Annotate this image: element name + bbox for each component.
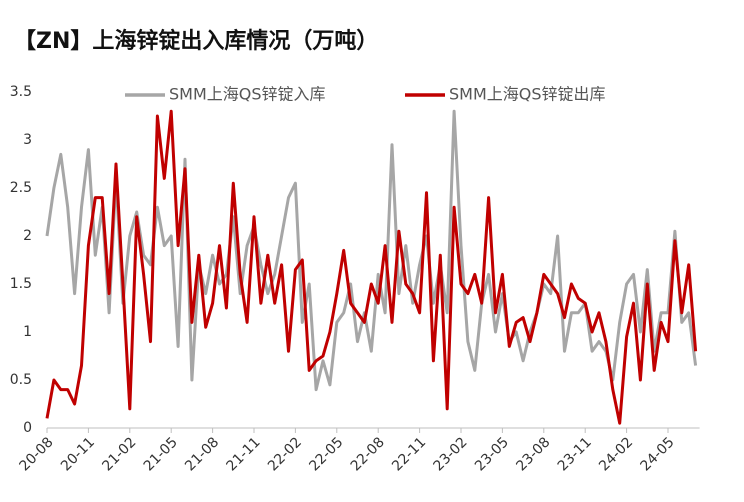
y-tick-label: 1.5: [10, 276, 32, 292]
series-line: [45, 109, 698, 425]
x-tick-label: 22-11: [389, 434, 429, 474]
y-tick-label: 2.5: [10, 180, 32, 196]
x-tick-label: 22-02: [265, 434, 305, 474]
x-tick-label: 23-08: [513, 434, 553, 474]
y-tick-label: 0.5: [10, 372, 32, 388]
x-tick-label: 21-11: [224, 434, 264, 474]
x-tick-label: 23-05: [472, 434, 512, 474]
y-tick-label: 1: [23, 324, 32, 340]
y-tick-label: 0: [23, 420, 32, 436]
x-tick-label: 24-05: [638, 434, 678, 474]
x-tick-label: 23-02: [431, 434, 471, 474]
x-tick-label: 21-05: [141, 434, 181, 474]
x-tick-label: 21-08: [182, 434, 222, 474]
x-tick-label: 22-05: [306, 434, 346, 474]
legend-label: SMM上海QS锌锭入库: [169, 85, 326, 104]
x-tick-label: 21-02: [99, 434, 139, 474]
x-tick-label: 23-11: [555, 434, 595, 474]
legend-label: SMM上海QS锌锭出库: [449, 85, 606, 104]
y-tick-label: 3: [23, 132, 32, 148]
y-tick-label: 3.5: [10, 84, 32, 100]
x-tick-label: 24-02: [596, 434, 636, 474]
x-tick-label: 20-11: [58, 434, 98, 474]
x-tick-label: 20-08: [17, 434, 57, 474]
series-line: [45, 109, 698, 392]
y-tick-label: 2: [23, 228, 32, 244]
x-tick-label: 22-08: [348, 434, 388, 474]
chart-title: 【ZN】上海锌锭出入库情况（万吨）: [14, 28, 378, 54]
